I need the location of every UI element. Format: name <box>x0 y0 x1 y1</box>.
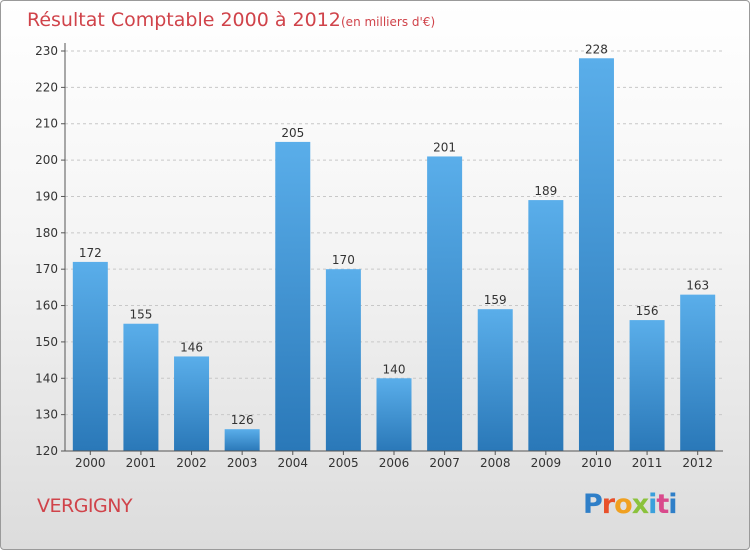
y-tick-label: 190 <box>35 189 58 203</box>
x-tick-label: 2012 <box>682 456 713 470</box>
y-tick-label: 170 <box>35 262 58 276</box>
x-tick-label: 2007 <box>429 456 460 470</box>
chart-subtitle: (en milliers d'€) <box>341 15 435 29</box>
x-tick-label: 2003 <box>227 456 258 470</box>
x-tick-label: 2006 <box>379 456 410 470</box>
bar-2006 <box>376 378 412 451</box>
value-label: 159 <box>484 293 507 307</box>
value-label: 205 <box>281 126 304 140</box>
x-tick-label: 2001 <box>126 456 157 470</box>
value-label: 155 <box>129 308 152 322</box>
y-tick-label: 230 <box>35 44 58 58</box>
bar-2010 <box>578 58 614 451</box>
value-label: 170 <box>332 253 355 267</box>
bar-2001 <box>123 323 159 451</box>
x-tick-label: 2010 <box>581 456 612 470</box>
value-label: 228 <box>585 42 608 56</box>
y-tick-label: 160 <box>35 299 58 313</box>
bar-2005 <box>325 269 361 451</box>
value-label: 189 <box>534 184 557 198</box>
bar-2007 <box>427 156 463 452</box>
x-tick-label: 2011 <box>632 456 663 470</box>
bar-layer: 172 155 146 126 205 170 140 201 159 189 228 156 163 <box>72 42 716 452</box>
x-tick-label: 2000 <box>75 456 106 470</box>
y-tick-label: 210 <box>35 117 58 131</box>
value-label: 172 <box>79 246 102 260</box>
y-tick-label: 150 <box>35 335 58 349</box>
value-label: 146 <box>180 340 203 354</box>
y-tick-label: 140 <box>35 371 58 385</box>
axis-layer: 120 130 140 150 160 170 180 190 200 210 220 230 2000… <box>35 43 723 470</box>
bar-2000 <box>72 261 108 451</box>
bar-2003 <box>224 429 260 451</box>
y-tick-label: 220 <box>35 80 58 94</box>
x-tick-label: 2005 <box>328 456 359 470</box>
location-label: VERGIGNY <box>37 495 133 517</box>
bar-2009 <box>528 200 564 451</box>
chart-title: Résultat Comptable 2000 à 2012 <box>27 9 341 31</box>
bar-2002 <box>174 356 210 451</box>
value-label: 201 <box>433 140 456 154</box>
brand-logo: Proxiti <box>583 489 678 520</box>
x-tick-label: 2004 <box>277 456 308 470</box>
value-label: 156 <box>636 304 659 318</box>
bar-2011 <box>629 320 665 451</box>
bar-2012 <box>680 294 716 451</box>
y-tick-label: 180 <box>35 226 58 240</box>
bar-2004 <box>275 141 311 451</box>
value-label: 163 <box>686 279 709 293</box>
value-label: 126 <box>231 413 254 427</box>
y-tick-label: 200 <box>35 153 58 167</box>
x-tick-label: 2008 <box>480 456 511 470</box>
value-label: 140 <box>383 362 406 376</box>
y-tick-label: 130 <box>35 408 58 422</box>
x-tick-label: 2002 <box>176 456 207 470</box>
x-tick-label: 2009 <box>531 456 562 470</box>
bar-2008 <box>477 309 513 451</box>
y-tick-label: 120 <box>35 444 58 458</box>
